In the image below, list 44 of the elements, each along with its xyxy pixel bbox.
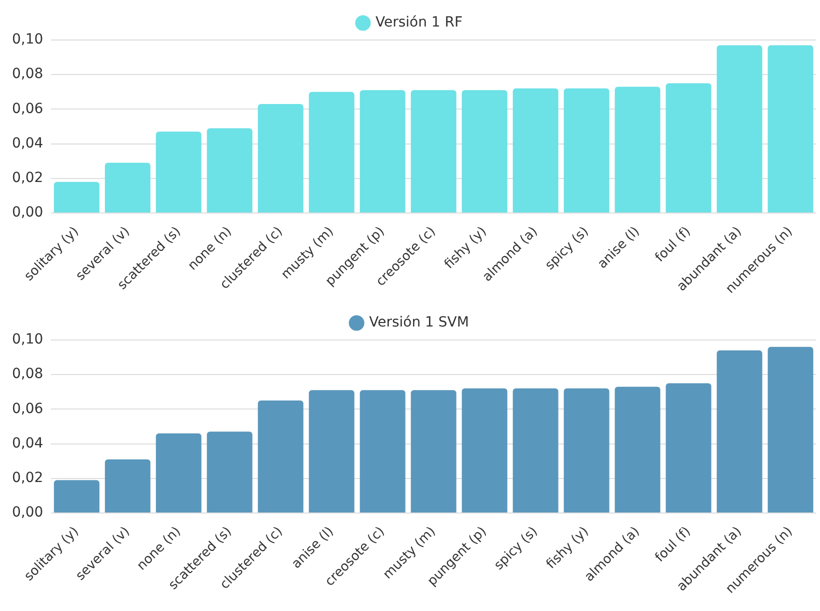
bar [666,83,712,212]
y-tick-label: 0,02 [12,170,44,186]
bar [156,433,202,512]
bar [360,90,406,212]
y-tick-label: 0,06 [12,400,44,417]
bar [258,104,304,212]
y-tick-label: 0,02 [12,470,44,486]
bar [104,162,150,212]
bar [564,388,610,512]
bar [206,432,252,512]
y-tick-label: 0,06 [12,100,44,117]
y-tick-label: 0,08 [12,66,44,82]
bar [716,45,762,212]
bar [716,350,762,512]
bar [206,128,252,212]
bar [54,182,100,212]
bar [104,459,150,512]
legend-label: Versión 1 RF [375,14,463,31]
y-tick-label: 0,08 [12,366,44,382]
bar [360,390,406,512]
y-tick-label: 0,04 [12,435,44,452]
bar [410,90,456,212]
y-tick-label: 0,00 [12,504,44,521]
bar [512,388,558,512]
legend-label: Versión 1 SVM [369,314,469,331]
bar [564,88,610,212]
y-tick-label: 0,00 [12,204,44,221]
y-tick-label: 0,10 [12,332,44,348]
bar [614,386,660,512]
bar [258,400,304,512]
bar [54,480,100,512]
bar [462,90,508,212]
bar [156,132,202,212]
bar [308,390,354,512]
bar [512,88,558,212]
y-tick-label: 0,10 [12,32,44,48]
bar [410,390,456,512]
bar [768,346,814,512]
bar [462,388,508,512]
bar [614,86,660,212]
bar [666,383,712,512]
bar [308,92,354,212]
y-tick-label: 0,04 [12,135,44,152]
bar [768,45,814,212]
